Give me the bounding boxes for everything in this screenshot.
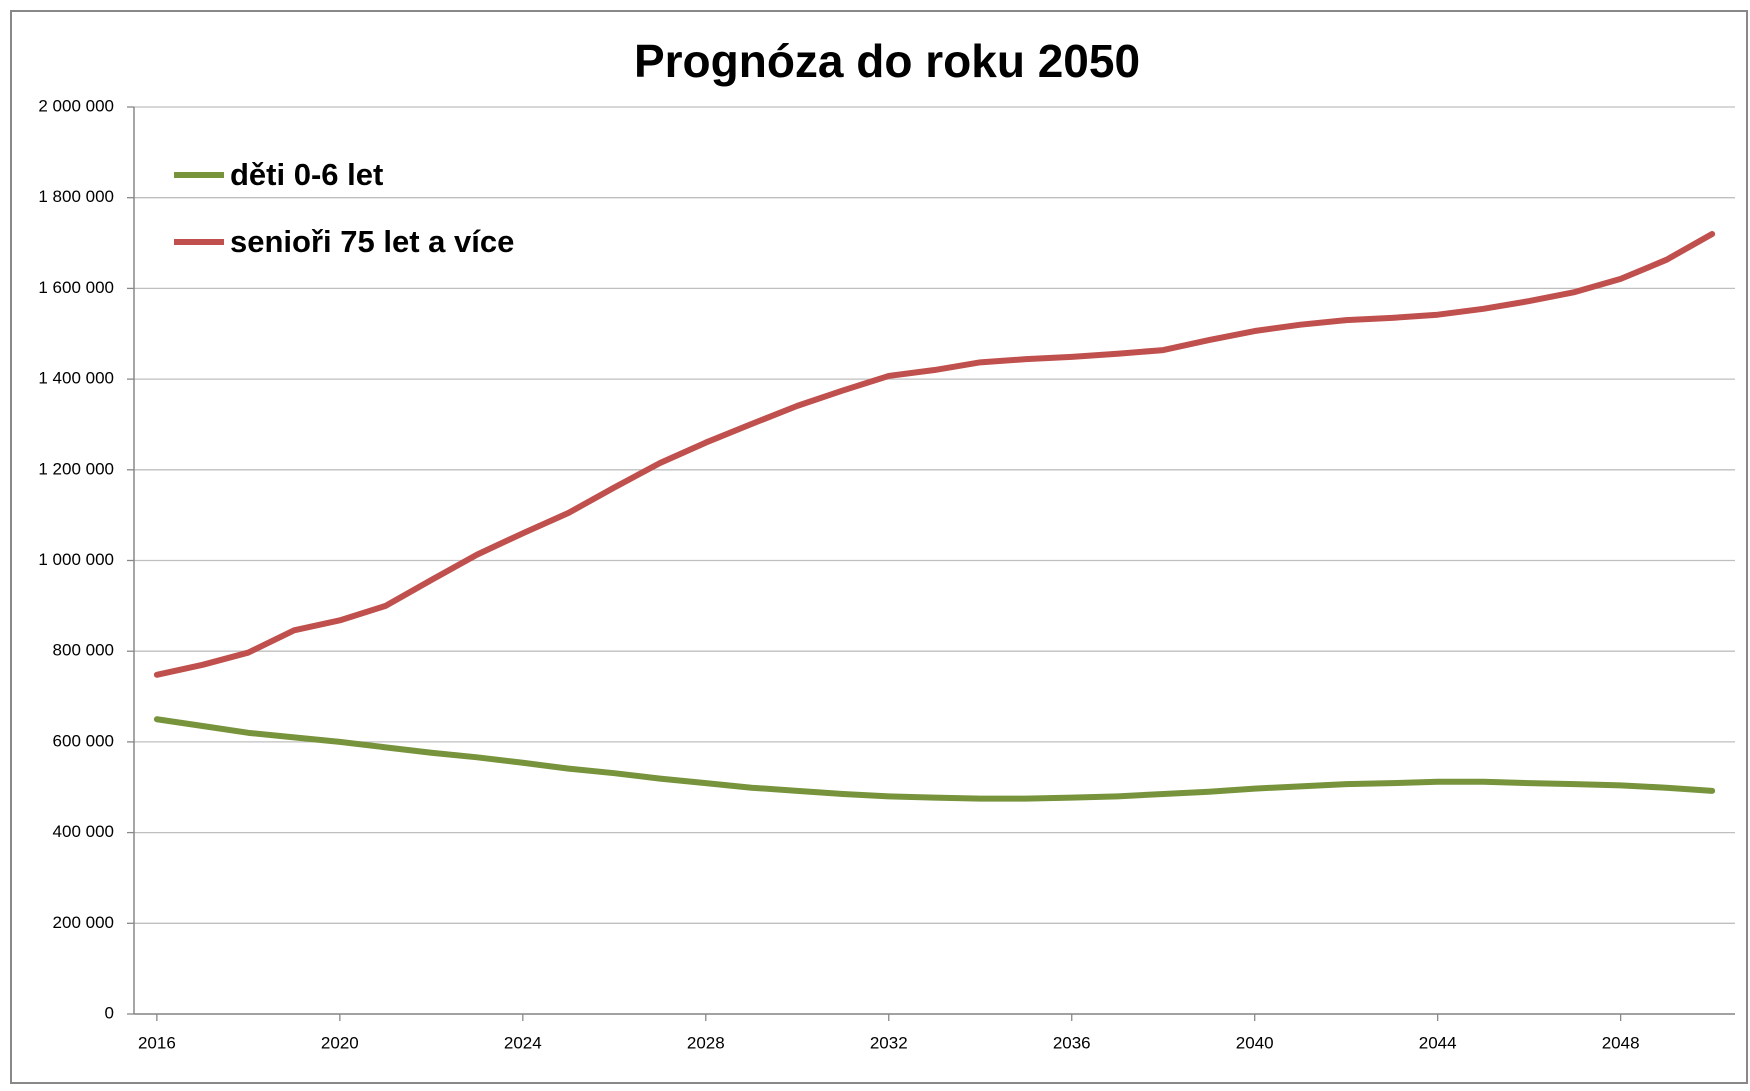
x-tick-label: 2036 [1053,1033,1091,1052]
chart-title: Prognóza do roku 2050 [634,35,1140,87]
x-tick-label: 2028 [687,1033,725,1052]
legend-label: senioři 75 let a více [230,224,514,259]
series-line [153,716,1716,802]
x-tick-label: 2032 [870,1033,908,1052]
x-tick-label: 2048 [1602,1033,1640,1052]
x-tick-label: 2024 [504,1033,542,1052]
y-tick-label: 200 000 [53,913,114,932]
x-tick-label: 2044 [1419,1033,1457,1052]
y-tick-label: 2 000 000 [38,96,114,115]
y-tick-label: 1 400 000 [38,369,114,388]
legend-label: děti 0-6 let [230,157,383,192]
x-tick-label: 2020 [321,1033,359,1052]
x-tick-label: 2016 [138,1033,176,1052]
y-tick-label: 800 000 [53,641,114,660]
x-tick-label: 2040 [1236,1033,1274,1052]
y-tick-label: 1 600 000 [38,278,114,297]
y-tick-label: 1 800 000 [38,187,114,206]
y-tick-label: 1 000 000 [38,550,114,569]
y-tick-label: 1 200 000 [38,459,114,478]
series-line [153,230,1716,678]
chart-border [10,10,1748,1084]
y-tick-label: 400 000 [53,822,114,841]
y-tick-label: 600 000 [53,731,114,750]
y-tick-label: 0 [105,1003,114,1022]
